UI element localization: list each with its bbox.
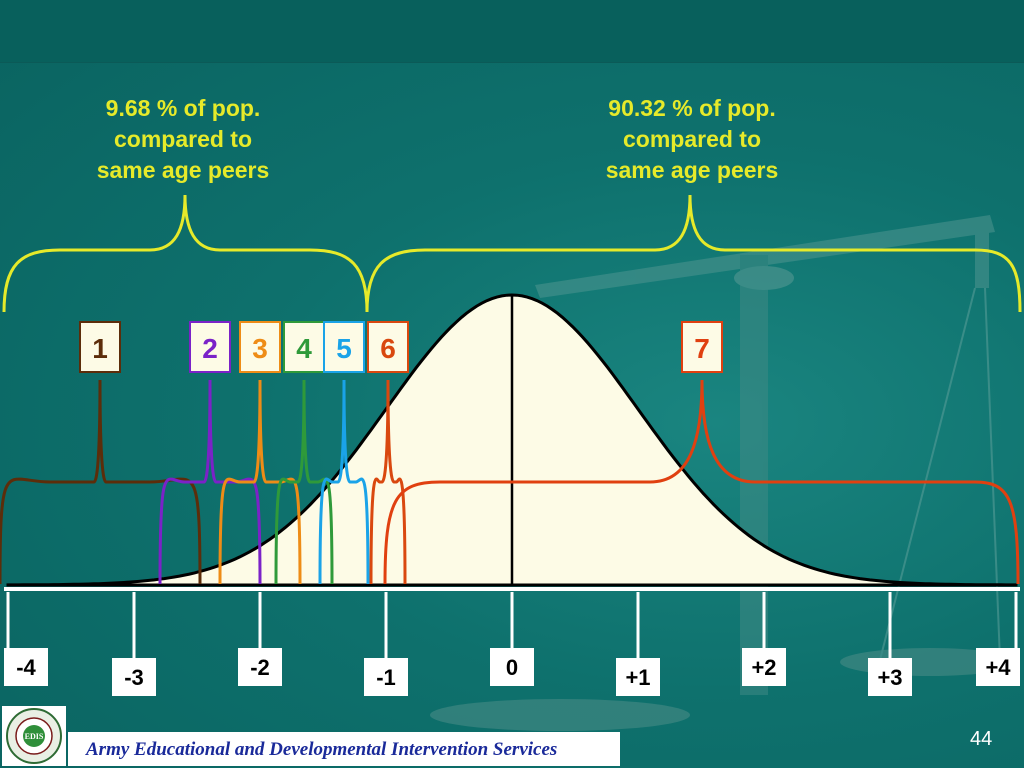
left-label-line-3: same age peers — [97, 157, 270, 183]
axis-label-box — [490, 648, 534, 686]
axis-tick-label: -2 — [250, 655, 270, 680]
logo-lettering: EDIS — [25, 732, 44, 741]
axis-tick-label: +4 — [985, 655, 1011, 680]
axis-tick-label: +3 — [877, 665, 902, 690]
marker-brackets — [0, 379, 1020, 585]
marker-4-box — [283, 321, 325, 373]
marker-1-label: 1 — [92, 333, 108, 364]
axis-tick-label: +1 — [625, 665, 650, 690]
marker-6-bracket — [369, 379, 407, 585]
axis-label-box — [742, 648, 786, 686]
right-population-bracket — [365, 194, 1022, 313]
left-label-line-2: compared to — [114, 126, 252, 152]
axis-tick-label: -4 — [16, 655, 36, 680]
marker-5-box — [323, 321, 365, 373]
marker-5-bracket — [318, 379, 370, 585]
axis-tick-label: +2 — [751, 655, 776, 680]
marker-1-bracket — [0, 379, 202, 585]
marker-6-box — [367, 321, 409, 373]
axis-label-box — [4, 648, 48, 686]
marker-7-label: 7 — [694, 333, 710, 364]
marker-2-bracket — [158, 379, 262, 585]
marker-6-label: 6 — [380, 333, 396, 364]
footer-banner — [68, 732, 620, 766]
axis-tick-label: -1 — [376, 665, 396, 690]
axis-label-box — [238, 648, 282, 686]
marker-7-bracket — [383, 379, 1020, 585]
right-label-line-1: 90.32 % of pop. — [608, 95, 775, 121]
axis-label-box — [364, 658, 408, 696]
marker-2-label: 2 — [202, 333, 218, 364]
marker-5-label: 5 — [336, 333, 352, 364]
aedis-logo: EDIS — [2, 706, 66, 766]
marker-7-box — [681, 321, 723, 373]
axis-label-box — [976, 648, 1020, 686]
left-label-line-1: 9.68 % of pop. — [106, 95, 261, 121]
marker-3-bracket — [218, 379, 302, 585]
marker-3-label: 3 — [252, 333, 268, 364]
axis-tick-label: -3 — [124, 665, 144, 690]
left-population-label: 9.68 % of pop. compared to same age peer… — [97, 95, 270, 183]
axis-label-box — [616, 658, 660, 696]
axis-label-box — [868, 658, 912, 696]
right-label-line-3: same age peers — [606, 157, 779, 183]
axis-tick-label: 0 — [506, 655, 518, 680]
marker-3-box — [239, 321, 281, 373]
title-band — [0, 0, 1024, 63]
left-population-bracket — [2, 194, 369, 313]
axis-label-box — [112, 658, 156, 696]
footer-title: Army Educational and Developmental Inter… — [86, 739, 558, 760]
marker-2-box — [189, 321, 231, 373]
right-population-label: 90.32 % of pop. compared to same age pee… — [606, 95, 779, 183]
marker-4-label: 4 — [296, 333, 312, 364]
marker-1-box — [79, 321, 121, 373]
right-label-line-2: compared to — [623, 126, 761, 152]
axis-ticks: -4 -3 -2 -1 0 +1 +2 +3 +4 — [4, 592, 1020, 696]
page-number: 44 — [970, 728, 993, 750]
